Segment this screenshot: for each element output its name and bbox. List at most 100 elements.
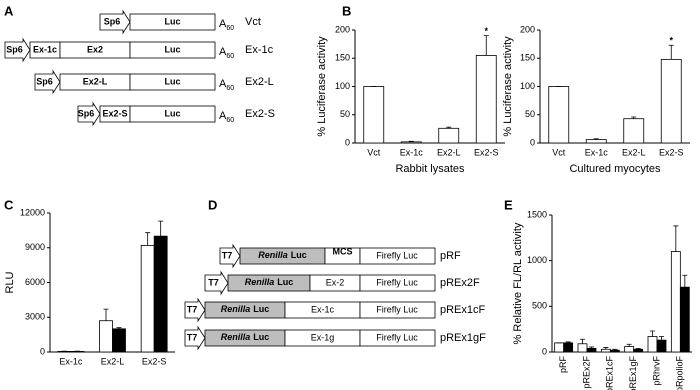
promoter-arrow [184,297,206,323]
x-tick-label: Vct [367,147,381,157]
poly-a-sub: 60 [226,25,234,32]
segment-label: Ex2-S [102,108,127,118]
bar [438,127,460,144]
bar [647,336,658,353]
bar [585,139,607,144]
bar [475,55,497,144]
error-bar [631,116,637,119]
bar [679,286,690,353]
poly-a-base: A [219,18,227,30]
promoter-arrow [184,325,206,351]
error-bar [626,343,632,347]
y-tick-label: 0 [542,346,547,356]
panel-letter: E [504,197,513,212]
segment-label: Ex-1c [33,44,57,54]
renilla-rest: Luc [253,304,269,314]
error-bar [103,308,109,321]
y-axis-label: % Relative FL/RL activity [512,222,524,344]
y-tick-label: 150 [335,53,350,63]
firefly-box [359,329,436,347]
y-tick-label: 1000 [527,255,547,265]
poly-a: A60 [219,78,234,92]
panel-letter: A [4,3,14,18]
x-tick-label: pREx2F [581,356,591,389]
error-bar [145,232,151,246]
construct-name: pRF [440,250,461,262]
bar [633,348,644,353]
error-bar [483,35,489,56]
promoter-arrow [4,37,31,63]
bar [656,339,667,353]
poly-a: A60 [219,110,234,124]
construct-segment [129,41,216,59]
promoter-label: T7 [187,332,198,342]
y-axis-label: % Luciferase activity [502,36,514,137]
construct-segment [129,73,216,91]
x-axis-label: Rabbit lysates [395,163,465,175]
bar [153,235,168,353]
y-tick-label: 50 [525,109,535,119]
bar [363,86,385,144]
poly-a-base: A [219,110,227,122]
y-tick-label: 150 [520,53,535,63]
bar [609,349,620,353]
bar [624,346,635,353]
renilla-italic: Renilla [221,304,251,314]
construct-name: pREx2F [440,277,480,289]
insert-label: Ex-2 [326,277,345,287]
y-tick-label: 50 [340,109,350,119]
error-bar [668,44,674,60]
promoter-arrow [219,243,241,269]
promoter-label: Sp6 [104,16,121,26]
insert-label: Ex-1g [311,332,335,342]
promoter-arrow [99,9,131,35]
segment-label: Ex2 [87,44,103,54]
promoter-arrow [204,270,229,296]
error-bar [612,348,618,351]
construct-segment [129,105,216,123]
y-tick-label: 12000 [20,207,45,217]
firefly-label: Firefly Luc [376,332,418,342]
segment-label: Luc [164,108,180,118]
x-tick-label: Ex-1c [59,356,83,366]
renilla-rest: Luc [291,250,307,260]
x-tick-label: Ex2-S [142,356,167,366]
construct-name: Ex-1c [245,44,274,56]
poly-a-base: A [219,78,227,90]
x-tick-label: pRpolioF [675,356,685,390]
x-tick-label: pREx1cF [605,356,615,390]
construct-name: pREx1cF [440,304,486,316]
error-bar [682,274,688,288]
renilla-label: Renilla Luc [221,332,270,342]
error-bar [635,347,641,350]
panel-letter: D [208,197,217,212]
poly-a-sub: 60 [226,117,234,124]
segment-label: Luc [164,16,180,26]
y-tick-label: 100 [335,81,350,91]
firefly-box [359,247,436,265]
error-bar [580,338,585,344]
y-axis-label: % Luciferase activity [316,36,328,137]
bar [660,58,682,144]
error-bar [446,126,452,129]
renilla-italic: Renilla [245,277,275,287]
x-tick-label: pREx1gF [628,356,638,390]
error-bar [565,341,571,343]
renilla-rest: Luc [277,277,293,287]
construct-segment [129,13,216,31]
y-tick-label: 6000 [25,277,45,287]
y-tick-label: 0 [530,137,535,147]
y-tick-label: 200 [335,24,350,34]
construct-name: Ex2-S [245,108,275,120]
insert-label: Ex-1c [311,304,335,314]
annotation: * [484,26,488,36]
x-tick-label: Ex2-L [622,147,646,157]
x-tick-label: Ex-1c [585,147,609,157]
bar [554,342,565,353]
bar [577,343,588,353]
bar [563,342,574,353]
error-bar [408,140,414,142]
renilla-label: Renilla Luc [258,250,307,260]
x-tick-label: Ex2-L [101,356,125,366]
panel-letter: B [342,3,351,18]
